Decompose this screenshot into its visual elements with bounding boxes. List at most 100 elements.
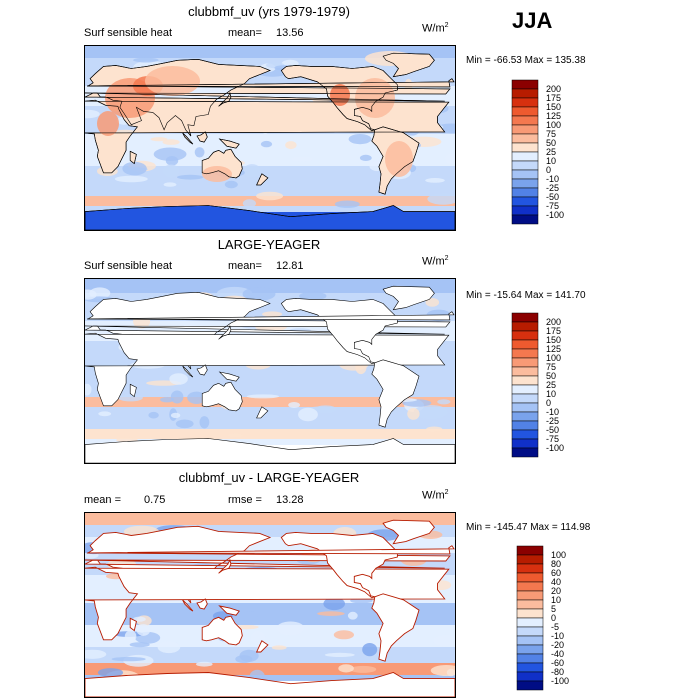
colorbar-swatch — [511, 447, 539, 458]
field-band — [85, 397, 455, 407]
colorbar-swatch — [516, 653, 544, 664]
land-japan — [218, 325, 232, 340]
colorbar-swatch — [511, 169, 539, 180]
colorbar-tick-label: 25 — [546, 147, 556, 157]
field-patch — [291, 156, 313, 162]
field-patch — [175, 419, 194, 429]
land-madagascar — [129, 617, 137, 632]
colorbar-tick-label: -75 — [546, 434, 559, 444]
colorbar-swatch — [511, 88, 539, 99]
land-uk — [87, 311, 455, 321]
colorbar-swatch — [516, 617, 544, 628]
colorbar-tick-label: 150 — [546, 102, 561, 112]
coastline-madagascar — [129, 150, 137, 165]
land-borneo — [196, 598, 208, 610]
field-patch — [246, 394, 280, 399]
field-patch — [85, 649, 107, 659]
land-antarctica — [85, 438, 455, 463]
colorbar-swatch — [511, 79, 539, 90]
units-text: W/m — [422, 22, 445, 35]
land-sumatra — [182, 365, 194, 378]
units-text: W/m — [422, 489, 445, 502]
field-patch — [162, 164, 180, 178]
units-text: W/m — [422, 255, 445, 268]
colorbar-swatch — [511, 438, 539, 449]
field-patch — [260, 140, 273, 148]
rmse-label-diff: rmse = — [228, 494, 262, 506]
field-band — [85, 407, 455, 429]
field-patch — [359, 154, 372, 161]
colorbar-tick-label: 20 — [551, 586, 561, 596]
land-australia — [201, 615, 243, 646]
field-patch — [348, 134, 372, 145]
field-patch — [243, 164, 261, 178]
field-patch — [199, 416, 210, 429]
colorbar-swatch — [516, 554, 544, 565]
colorbar-swatch — [511, 214, 539, 225]
colorbar-tick-label: 150 — [546, 335, 561, 345]
land-heat-patch — [365, 51, 415, 66]
field-patch — [362, 643, 378, 657]
field-patch — [445, 153, 455, 165]
colorbar-swatch — [516, 644, 544, 655]
rmse-value-diff: 13.28 — [276, 494, 304, 506]
units-exponent: 2 — [444, 22, 449, 29]
map-diff — [84, 512, 456, 698]
colorbar-model: 200 175 150 125 100 75 50 25 10 0 -10 -25 -50 -75 -100 — [511, 79, 602, 226]
season-label: JJA — [512, 8, 553, 33]
field-band — [85, 46, 455, 58]
colorbar-tick-label: 125 — [546, 344, 561, 354]
land-heat-patch — [355, 78, 395, 118]
field-patch — [227, 433, 243, 438]
coastline-newguinea — [218, 138, 240, 149]
units-obs: W/m2 — [422, 255, 449, 268]
land-greenland — [382, 285, 435, 311]
field-patch — [299, 291, 327, 301]
colorbar-swatch — [511, 312, 539, 323]
land-heat-patch — [97, 111, 119, 136]
colorbar-swatch — [516, 590, 544, 601]
coastline-samerica — [371, 126, 420, 195]
field-patch — [177, 174, 204, 180]
panel-title-diff: clubbmf_uv - LARGE-YEAGER — [178, 470, 360, 485]
colorbar-swatch — [516, 671, 544, 682]
map-field-model — [85, 46, 455, 230]
field-band — [85, 675, 455, 681]
colorbar-tick-label: 0 — [546, 398, 551, 408]
colorbar-tick-label: -75 — [546, 201, 559, 211]
land-namerica — [280, 298, 398, 365]
mean-value-obs: 12.81 — [276, 260, 304, 272]
colorbar-tick-label: 10 — [546, 156, 556, 166]
field-patch — [85, 383, 92, 396]
colorbar-tick-label: -50 — [546, 192, 559, 202]
map-obs — [84, 278, 456, 464]
field-patch — [118, 394, 143, 402]
land-greenland — [382, 519, 435, 545]
colorbar-tick-label: 10 — [551, 595, 561, 605]
colorbar-swatch — [516, 545, 544, 556]
colorbar-tick-label: 175 — [546, 326, 561, 336]
colorbar-tick-label: -100 — [546, 443, 564, 453]
coastline-sumatra — [182, 132, 194, 145]
land-namerica — [280, 531, 398, 599]
field-patch — [157, 641, 181, 654]
field-patch — [160, 397, 175, 403]
land-heat-patch — [202, 166, 232, 182]
colorbar-tick-label: 50 — [546, 371, 556, 381]
field-band — [85, 429, 455, 439]
colorbar-tick-label: 125 — [546, 111, 561, 121]
mean-label-obs: mean= — [228, 260, 262, 272]
colorbar-tick-label: -20 — [551, 640, 564, 650]
variable-label-model: Surf sensible heat — [84, 27, 173, 39]
units-exponent: 2 — [444, 255, 449, 262]
field-patch — [239, 649, 259, 662]
colorbar-tick-label: 50 — [546, 138, 556, 148]
colorbar-tick-label: -100 — [546, 210, 564, 220]
field-patch — [85, 109, 100, 119]
colorbar-swatch — [511, 357, 539, 368]
field-patch — [413, 405, 448, 419]
colorbar-swatch — [511, 420, 539, 431]
colorbar-swatch — [516, 563, 544, 574]
land-sumatra — [182, 599, 194, 612]
